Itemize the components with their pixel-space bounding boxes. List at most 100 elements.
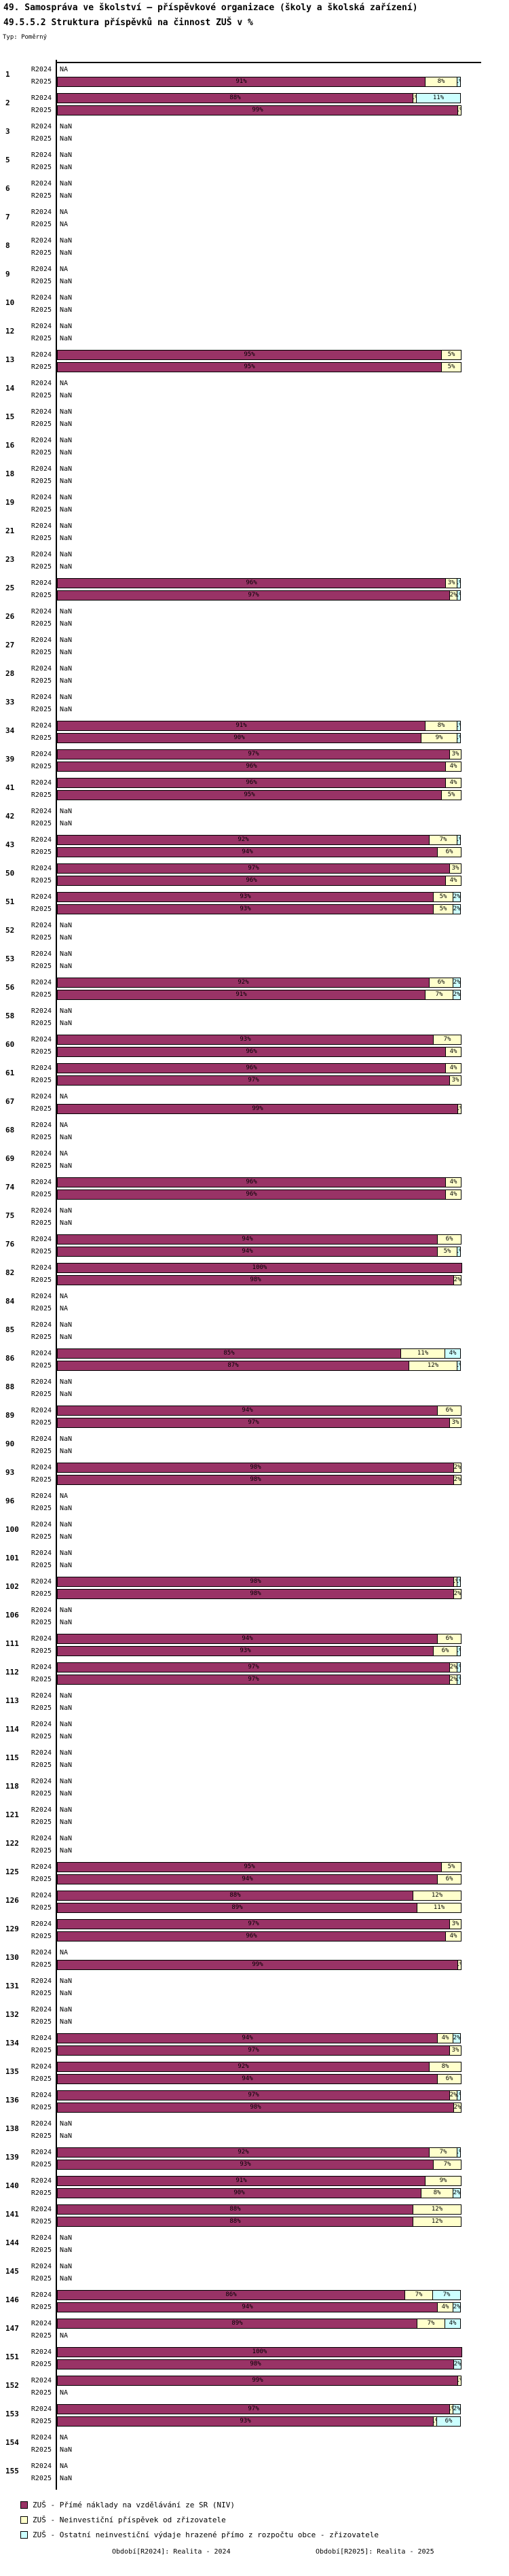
row-number: 68 [5, 1126, 15, 1134]
bar-row: R2025 NaN [0, 448, 509, 458]
period-label: R2025 [31, 1904, 52, 1912]
row-number: 130 [5, 1953, 19, 1962]
na-value: NA [60, 2332, 69, 2340]
na-value: NaN [60, 449, 73, 457]
bar-segment: 85% [57, 1348, 401, 1359]
bar: 95% 5% [57, 1862, 461, 1872]
bar-segment: 1% [457, 77, 461, 87]
row-group: 155 R2024 NA R2025 NaN [0, 2461, 509, 2490]
bar-row: R2024 NaN [0, 1719, 509, 1730]
bar-segment: 99% [57, 1104, 458, 1114]
na-value: NaN [60, 1733, 73, 1740]
bar-row: R2024 93% 7% [0, 1035, 509, 1045]
bar-row: R2025 96% 4% [0, 876, 509, 886]
period-label: R2025 [31, 2075, 52, 2083]
na-value: NaN [60, 278, 73, 285]
row-number: 16 [5, 441, 15, 450]
period-label: R2024 [31, 266, 52, 273]
row-group: 26 R2024 NaN R2025 NaN [0, 607, 509, 635]
bar-row: R2024 NaN [0, 806, 509, 817]
period-label: R2024 [31, 2006, 52, 2014]
na-value: NA [60, 1949, 69, 1956]
period-label: R2025 [31, 1533, 52, 1541]
row-number: 136 [5, 2096, 19, 2105]
period-label: R2025 [31, 1191, 52, 1198]
bar: 88% 12% [57, 1891, 461, 1901]
period-label: R2024 [31, 1065, 52, 1072]
period-label: R2025 [31, 1933, 52, 1940]
period-label: R2025 [31, 706, 52, 713]
bar-row: R2025 97% 3% [0, 1075, 509, 1086]
period-label: R2024 [31, 1521, 52, 1528]
bar-row: R2024 97%2%1% [0, 2090, 509, 2100]
bar-segment: 7% [433, 1035, 461, 1045]
period-label: R2025 [31, 1419, 52, 1427]
row-group: 52 R2024 NaN R2025 NaN [0, 920, 509, 949]
row-number: 88 [5, 1382, 15, 1391]
row-number: 115 [5, 1753, 19, 1762]
bar: 91% 7% 2% [57, 990, 461, 1000]
bar-row: R2024 NaN [0, 1776, 509, 1787]
bar-row: R2025 93% 7% [0, 2160, 509, 2170]
bar-row: R2025 98% 2% [0, 2359, 509, 2369]
period-label: R2025 [31, 848, 52, 856]
period-label: R2025 [31, 1476, 52, 1484]
bar-segment: 99% [57, 2376, 458, 2386]
bar-segment: 2% [453, 904, 461, 914]
period-label: R2024 [31, 865, 52, 872]
period-label: R2024 [31, 2291, 52, 2299]
period-label: R2025 [31, 763, 52, 770]
legend-item: ZUŠ - Neinvestiční příspěvek od zřizovat… [20, 2516, 379, 2531]
row-group: 88 R2024 NaN R2025 NaN [0, 1377, 509, 1406]
bar-row: R2024 96%3%1% [0, 578, 509, 588]
period-label: R2025 [31, 1847, 52, 1855]
bar-segment: 2% [453, 2188, 461, 2198]
na-value: NaN [60, 392, 73, 399]
period-label: R2024 [31, 1207, 52, 1215]
na-value: NaN [60, 164, 73, 171]
bar: 94% 4% 2% [57, 2302, 461, 2312]
bar-segment: 93% [57, 1035, 434, 1045]
row-group: 141 R2024 88% 12% R2025 88% 12% [0, 2204, 509, 2233]
period-label: R2025 [31, 421, 52, 428]
period-label: R2025 [31, 1676, 52, 1683]
bar-segment: 1% [457, 590, 461, 601]
row-number: 93 [5, 1468, 15, 1477]
row-number: 96 [5, 1497, 15, 1505]
row-group: 43 R2024 92%7%1% R2025 94%6% [0, 835, 509, 863]
na-value: NaN [60, 1435, 73, 1443]
row-group: 84 R2024 NA R2025 NA [0, 1291, 509, 1320]
bar-row: R2025 94%5%1% [0, 1247, 509, 1257]
row-number: 15 [5, 412, 15, 421]
period-label: R2024 [31, 2320, 52, 2327]
bar-row: R2024 NaN [0, 293, 509, 303]
bar-segment: 95% [57, 790, 442, 800]
na-value: NaN [60, 820, 73, 827]
row-group: 93 R2024 98% 2% R2025 98% 2% [0, 1463, 509, 1491]
period-label: R2025 [31, 734, 52, 742]
row-number: 134 [5, 2039, 19, 2047]
bar-segment: 94% [57, 1247, 438, 1257]
period-label: R2024 [31, 94, 52, 102]
period-label: R2024 [31, 1863, 52, 1871]
bar-segment: 98% [57, 2359, 454, 2369]
bar-row: R2025 NaN [0, 191, 509, 201]
bar-segment: 3% [449, 863, 461, 874]
period-label: R2024 [31, 1293, 52, 1300]
period-label: R2024 [31, 1350, 52, 1357]
na-value: NA [60, 1492, 69, 1500]
bar-segment: 3% [449, 1418, 461, 1428]
row-group: 68 R2024 NA R2025 NaN [0, 1120, 509, 1149]
bar-row: R2025 99%1% [0, 1104, 509, 1114]
bar: 96% 4% [57, 1189, 461, 1200]
bar-row: R2025 NaN [0, 1760, 509, 1770]
bar-segment: 98% [57, 2103, 454, 2113]
bar-row: R2025 NaN [0, 1560, 509, 1571]
period-label: R2024 [31, 323, 52, 330]
na-value: NaN [60, 620, 73, 628]
bar-row: R2025 87%12%1% [0, 1361, 509, 1371]
period-label: R2024 [31, 893, 52, 901]
bar-row: R2024 NaN [0, 1805, 509, 1815]
bar: 94% 6% [57, 1634, 461, 1644]
bar-segment: 97% [57, 1919, 450, 1929]
